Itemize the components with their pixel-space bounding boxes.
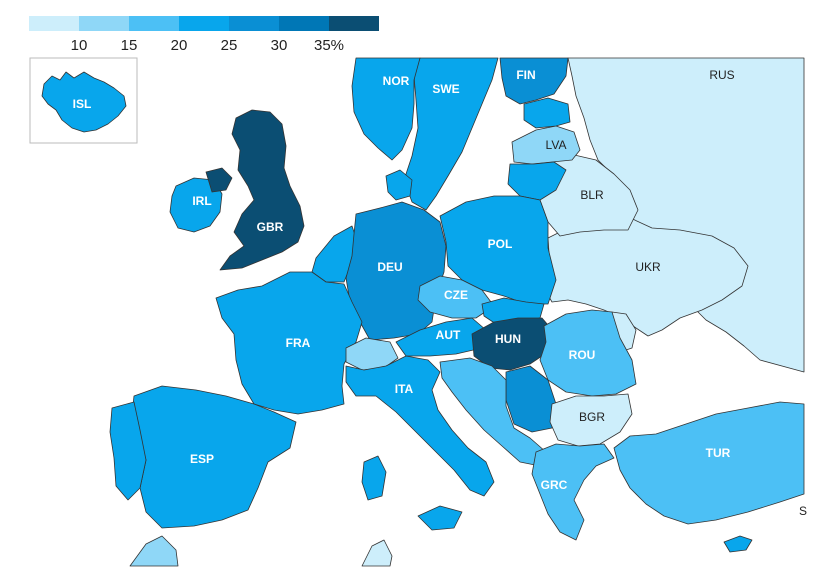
label-aut: AUT bbox=[436, 328, 461, 342]
label-irl: IRL bbox=[192, 194, 211, 208]
label-esp: ESP bbox=[190, 452, 214, 466]
country-swe[interactable] bbox=[403, 57, 499, 211]
country-ita-sicily[interactable] bbox=[417, 505, 463, 531]
legend-swatch bbox=[79, 16, 129, 31]
label-rou: ROU bbox=[569, 348, 596, 362]
legend-swatch bbox=[329, 16, 379, 31]
label-tur: TUR bbox=[706, 446, 731, 460]
legend-tick-label: 15 bbox=[121, 37, 138, 54]
country-deu[interactable] bbox=[345, 201, 447, 341]
label-fra: FRA bbox=[286, 336, 311, 350]
iceland-inset: ISL bbox=[29, 57, 138, 144]
label-isl: ISL bbox=[73, 97, 92, 111]
legend-swatch bbox=[229, 16, 279, 31]
label-grc: GRC bbox=[541, 478, 568, 492]
country-srb[interactable] bbox=[505, 365, 557, 433]
legend-swatch bbox=[129, 16, 179, 31]
label-hun: HUN bbox=[495, 332, 521, 346]
country-ltu[interactable] bbox=[507, 161, 567, 201]
country-nor[interactable] bbox=[351, 57, 421, 161]
label-deu: DEU bbox=[377, 260, 402, 274]
label-s-partial: S bbox=[799, 504, 807, 518]
label-fin: FIN bbox=[516, 68, 535, 82]
country-fra[interactable] bbox=[215, 271, 363, 415]
country-pol[interactable] bbox=[439, 195, 557, 305]
country-dnk[interactable] bbox=[385, 169, 413, 201]
country-gbr[interactable] bbox=[219, 109, 305, 271]
legend-swatch bbox=[279, 16, 329, 31]
country-est[interactable] bbox=[523, 97, 571, 129]
country-dza-partial[interactable] bbox=[361, 539, 393, 567]
country-ita[interactable] bbox=[345, 355, 495, 497]
country-prt[interactable] bbox=[109, 401, 147, 501]
country-lva[interactable] bbox=[511, 125, 581, 165]
country-gbr-nireland[interactable] bbox=[205, 167, 233, 193]
country-mar[interactable] bbox=[129, 535, 179, 567]
label-lva: LVA bbox=[546, 138, 567, 152]
label-gbr: GBR bbox=[257, 220, 284, 234]
label-cze: CZE bbox=[444, 288, 468, 302]
country-irl[interactable] bbox=[169, 177, 223, 233]
country-ita-sardinia[interactable] bbox=[361, 455, 387, 501]
legend-swatch bbox=[29, 16, 79, 31]
label-swe: SWE bbox=[432, 82, 459, 96]
country-rou[interactable] bbox=[539, 309, 637, 397]
color-legend: 10 15 20 25 30 35% bbox=[29, 16, 379, 54]
country-isl[interactable] bbox=[41, 71, 127, 133]
country-bgr[interactable] bbox=[549, 393, 633, 447]
label-pol: POL bbox=[488, 237, 513, 251]
legend-swatch bbox=[179, 16, 229, 31]
country-cyp[interactable] bbox=[723, 535, 753, 553]
legend-tick-label: 35% bbox=[314, 37, 344, 54]
country-ukr[interactable] bbox=[543, 213, 749, 337]
country-che[interactable] bbox=[345, 337, 399, 371]
country-grc[interactable] bbox=[531, 443, 615, 541]
legend-tick-label: 25 bbox=[221, 37, 238, 54]
label-nor: NOR bbox=[383, 74, 410, 88]
label-ita: ITA bbox=[395, 382, 414, 396]
label-blr: BLR bbox=[580, 188, 604, 202]
legend-tick-label: 20 bbox=[171, 37, 188, 54]
label-rus: RUS bbox=[709, 68, 734, 82]
legend-tick-label: 30 bbox=[271, 37, 288, 54]
label-ukr: UKR bbox=[635, 260, 661, 274]
legend-tick-label: 10 bbox=[71, 37, 88, 54]
label-bgr: BGR bbox=[579, 410, 605, 424]
country-fin[interactable] bbox=[499, 57, 569, 105]
country-tur[interactable] bbox=[613, 401, 805, 525]
